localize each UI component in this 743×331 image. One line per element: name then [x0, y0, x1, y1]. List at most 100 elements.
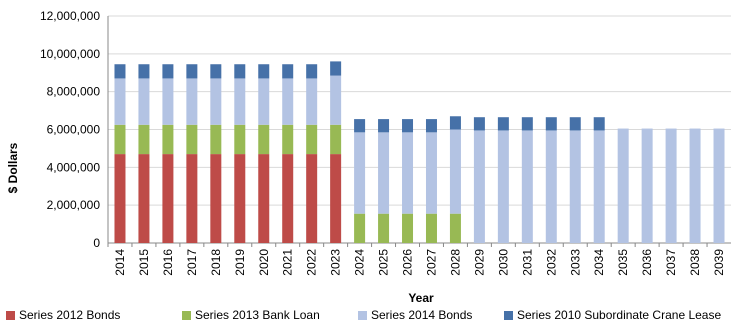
bar-segment — [569, 117, 581, 131]
legend-item: Series 2010 Subordinate Crane Lease — [504, 306, 721, 324]
bar-segment — [521, 117, 533, 131]
legend-label: Series 2010 Subordinate Crane Lease — [517, 308, 722, 322]
bar-segment — [210, 124, 222, 155]
bar-segment — [162, 64, 174, 79]
bar-segment — [234, 78, 246, 125]
bar-segment — [114, 78, 126, 125]
legend-item: Series 2012 Bonds — [6, 306, 120, 324]
x-tick-label: 2026 — [401, 249, 415, 276]
legend: Series 2012 Bonds Series 2013 Bank Loan Se… — [6, 306, 743, 324]
bar-segment — [162, 154, 174, 243]
x-tick-label: 2031 — [520, 249, 534, 276]
bar-segment — [402, 132, 414, 214]
bar-segment — [330, 75, 342, 125]
y-tick-label: 6,000,000 — [47, 123, 101, 137]
bar-segment — [425, 119, 437, 133]
bar-segment — [449, 129, 461, 214]
bar-segment — [162, 78, 174, 125]
bar-segment — [282, 154, 294, 243]
bar-segment — [138, 64, 150, 79]
bar-segment — [186, 154, 198, 243]
bar-segment — [378, 132, 390, 214]
bar-segment — [282, 124, 294, 155]
bar-segment — [306, 154, 318, 243]
x-tick-label: 2024 — [353, 249, 367, 276]
gridlines — [108, 15, 731, 244]
bar-segment — [186, 64, 198, 79]
x-tick-label: 2033 — [568, 249, 582, 276]
bar-segment — [114, 124, 126, 155]
bar-segment — [306, 64, 318, 79]
bar-segment — [402, 119, 414, 133]
x-tick-label: 2036 — [640, 249, 654, 276]
bar-segment — [449, 116, 461, 130]
bar-segment — [521, 130, 533, 243]
x-tick-label: 2032 — [544, 249, 558, 276]
bar-segment — [378, 119, 390, 133]
bar-segment — [665, 128, 677, 243]
x-tick-label: 2015 — [137, 249, 151, 276]
bar-segment — [378, 213, 390, 243]
bar-segment — [617, 128, 629, 243]
bar-segment — [186, 124, 198, 155]
legend-label: Series 2013 Bank Loan — [195, 308, 320, 322]
x-tick-labels: 2014 2015 2016 2017 2018 2019 2020 2021 2022 2023… — [113, 249, 726, 276]
x-tick-label: 2021 — [281, 249, 295, 276]
y-tick-labels: 0 2,000,000 4,000,000 6,000,000 8,000,000 10,… — [40, 9, 100, 250]
bar-segment — [258, 124, 270, 155]
bar-segment — [497, 117, 509, 131]
bar-segment — [282, 78, 294, 125]
bar-segment — [569, 130, 581, 243]
x-tick-label: 2034 — [592, 249, 606, 276]
legend-swatch — [358, 310, 367, 320]
y-tick-label: 12,000,000 — [40, 9, 100, 23]
bar-segment — [138, 78, 150, 125]
bar-segment — [330, 61, 342, 76]
legend-swatch — [182, 310, 191, 320]
bar-segment — [354, 132, 366, 214]
legend-swatch — [6, 310, 15, 320]
bar-segment — [234, 124, 246, 155]
bar-segment — [114, 154, 126, 243]
y-tick-label: 0 — [93, 236, 100, 250]
axes — [107, 16, 708, 247]
bar-segment — [641, 128, 653, 243]
x-tick-label: 2016 — [161, 249, 175, 276]
legend-label: Series 2012 Bonds — [19, 308, 121, 322]
bar-segment — [402, 213, 414, 243]
bar-segment — [210, 78, 222, 125]
legend-swatch — [504, 310, 513, 320]
x-tick-label: 2037 — [664, 249, 678, 276]
bar-segment — [306, 124, 318, 155]
bar-segment — [138, 124, 150, 155]
bar-segment — [449, 213, 461, 243]
x-tick-label: 2039 — [712, 249, 726, 276]
bar-segment — [210, 154, 222, 243]
x-tick-label: 2028 — [448, 249, 462, 276]
bar-segment — [354, 119, 366, 133]
x-tick-label: 2027 — [424, 249, 438, 276]
bar-segment — [593, 117, 605, 131]
y-tick-label: 8,000,000 — [47, 85, 101, 99]
y-axis-title: $ Dollars — [6, 142, 20, 193]
bar-segment — [162, 124, 174, 155]
x-tick-label: 2030 — [496, 249, 510, 276]
x-tick-label: 2038 — [688, 249, 702, 276]
legend-item: Series 2014 Bonds — [358, 306, 472, 324]
bar-segment — [545, 117, 557, 131]
bar-segment — [330, 154, 342, 243]
bar-segment — [330, 124, 342, 155]
y-tick-label: 10,000,000 — [40, 47, 100, 61]
bar-segment — [593, 130, 605, 243]
x-tick-label: 2018 — [209, 249, 223, 276]
bar-segment — [258, 64, 270, 79]
bar-segment — [354, 213, 366, 243]
x-tick-label: 2020 — [257, 249, 271, 276]
bar-segment — [114, 64, 126, 79]
y-tick-label: 4,000,000 — [47, 160, 101, 174]
legend-label: Series 2014 Bonds — [371, 308, 473, 322]
x-tick-label: 2025 — [377, 249, 391, 276]
bar-segment — [234, 64, 246, 79]
bar-segment — [473, 117, 485, 131]
bar-segment — [138, 154, 150, 243]
